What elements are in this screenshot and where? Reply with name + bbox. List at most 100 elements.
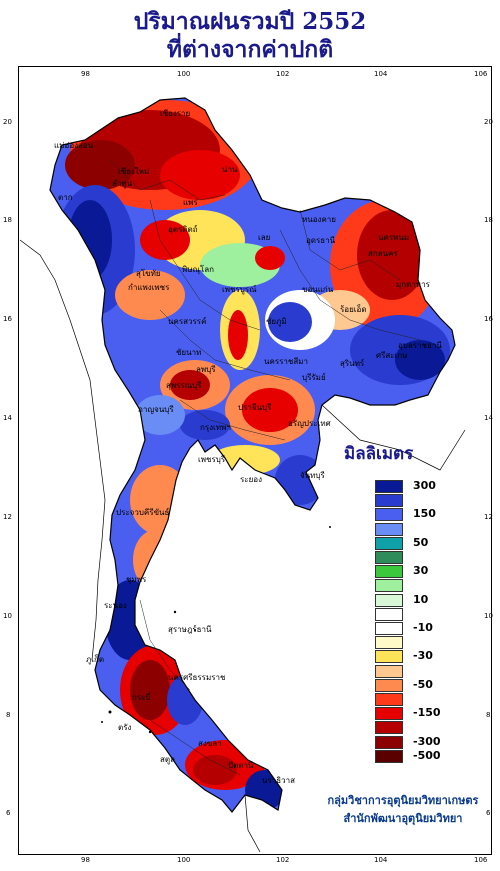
place-label: นครสวรรค์ — [168, 316, 206, 326]
place-label: ปัตตานี — [228, 761, 254, 770]
place-label: สุรินทร์ — [340, 358, 365, 368]
legend-swatch — [375, 749, 403, 763]
place-label: อุดรธานี — [306, 236, 336, 245]
lat-tick-14-left: 14 — [3, 414, 12, 422]
legend-swatch — [375, 551, 403, 564]
place-label: นราธิวาส — [262, 776, 295, 785]
lat-tick-12-right: 12 — [484, 513, 493, 521]
lon-tick-98-top: 98 — [81, 70, 90, 78]
lon-tick-106-bottom: 106 — [474, 856, 488, 864]
place-label: ขอนแก่น — [302, 285, 334, 294]
legend-swatch — [375, 650, 403, 664]
place-label: นครศรีธรรมราช — [168, 673, 226, 682]
lon-tick-100-top: 100 — [177, 70, 191, 78]
legend-label: 10 — [413, 592, 429, 606]
place-label: อุตรดิตถ์ — [168, 224, 198, 234]
legend-swatch — [375, 693, 403, 706]
legend-swatch — [375, 607, 403, 621]
credit-line-1: กลุ่มวิชาการอุตุนิยมวิทยาเกษตร — [327, 794, 479, 807]
place-label: ประจวบคีรีขันธ์ — [116, 507, 170, 517]
place-label: บุรีรัมย์ — [302, 372, 326, 382]
cambodia-outline — [321, 404, 466, 471]
place-label: สุพรรณบุรี — [166, 381, 202, 390]
legend-label: 50 — [413, 535, 429, 549]
lon-tick-104-bottom: 104 — [374, 856, 388, 864]
legend-swatch — [375, 593, 403, 607]
lat-tick-8-right: 8 — [486, 711, 491, 719]
lat-tick-8-left: 8 — [6, 711, 11, 719]
place-label: ชุมพร — [126, 575, 147, 584]
map-title: ปริมาณฝนรวมปี 2552 ที่ต่างจากค่าปกติ — [0, 8, 500, 64]
place-label: ภูเก็ต — [86, 654, 104, 665]
place-label: สุโขทัย — [136, 268, 161, 278]
place-label: กรุงเทพฯ — [200, 423, 231, 432]
credit: กลุ่มวิชาการอุตุนิยมวิทยาเกษตร สำนักพัฒน… — [318, 792, 488, 828]
place-label: เลย — [258, 233, 270, 242]
lon-tick-98-bottom: 98 — [81, 856, 90, 864]
legend-label: -150 — [413, 706, 441, 720]
legend-swatch — [375, 735, 403, 749]
place-label: จันทบุรี — [300, 471, 326, 480]
legend-title: มิลลิเมตร — [344, 444, 414, 464]
legend-swatch — [375, 579, 403, 593]
place-label: กระบี่ — [132, 691, 151, 702]
malaysia-border — [244, 794, 261, 853]
thailand-border — [49, 97, 456, 813]
lat-tick-6-left: 6 — [6, 809, 11, 817]
lon-tick-100-bottom: 100 — [177, 856, 191, 864]
lat-tick-20-left: 20 — [3, 118, 12, 126]
lat-tick-16-left: 16 — [3, 315, 12, 323]
lat-tick-12-left: 12 — [3, 513, 12, 521]
place-label: ร้อยเอ็ด — [340, 304, 367, 314]
place-label: เชียงใหม่ — [118, 167, 149, 176]
place-label: เพชรบุรี — [198, 455, 226, 464]
place-label: สงขลา — [198, 739, 222, 748]
legend-swatch — [375, 522, 403, 536]
place-label: นครพนม — [378, 233, 409, 242]
place-label: ลำพูน — [112, 179, 133, 189]
legend-swatch — [375, 707, 403, 721]
place-label: แพร่ — [183, 198, 198, 207]
legend-label: -10 — [413, 621, 433, 634]
legend-label: 30 — [413, 564, 429, 578]
map-frame — [18, 66, 492, 855]
lat-tick-16-right: 16 — [484, 315, 493, 323]
title-line-1: ปริมาณฝนรวมปี 2552 — [133, 8, 367, 35]
place-label: ศรีสะเกษ — [376, 351, 407, 360]
myanmar-coast — [19, 239, 106, 661]
place-label: ปราจีนบุรี — [238, 403, 272, 412]
place-label: สกลนคร — [368, 249, 398, 258]
lon-tick-102-top: 102 — [276, 70, 290, 78]
legend-label: -500 — [413, 748, 441, 762]
lon-tick-106-top: 106 — [474, 70, 488, 78]
title-line-2: ที่ต่างจากค่าปกติ — [166, 36, 334, 63]
place-label: แม่ฮ่องสอน — [54, 141, 94, 150]
legend-swatch — [375, 678, 403, 692]
place-label: ชัยภูมิ — [266, 317, 287, 327]
legend-swatch — [375, 480, 403, 493]
place-labels: เชียงราย แม่ฮ่องสอน เชียงใหม่ ลำพูน น่าน… — [54, 109, 442, 785]
place-label: มุกดาหาร — [396, 280, 431, 289]
lat-tick-6-right: 6 — [486, 809, 491, 817]
place-label: สุราษฎร์ธานี — [168, 624, 212, 634]
place-label: พิษณุโลก — [182, 264, 214, 274]
legend-label: 300 — [413, 479, 436, 492]
credit-line-2: สำนักพัฒนาอุตุนิยมวิทยา — [343, 812, 463, 825]
legend-swatch — [375, 721, 403, 735]
place-label: น่าน — [222, 165, 238, 174]
place-label: หนองคาย — [302, 215, 336, 224]
legend-label: -30 — [413, 649, 433, 663]
lat-tick-20-right: 20 — [484, 118, 493, 126]
place-label: นครราชสีมา — [264, 357, 308, 366]
legend-label: 150 — [413, 507, 436, 521]
lat-tick-10-left: 10 — [3, 612, 12, 620]
legend-swatch — [375, 494, 403, 508]
place-label: สตูล — [160, 755, 175, 765]
place-label: กาญจนบุรี — [138, 405, 174, 414]
legend-swatch — [375, 622, 403, 635]
legend-swatch — [375, 636, 403, 650]
legend-swatch — [375, 664, 403, 678]
lat-tick-18-left: 18 — [3, 216, 12, 224]
place-label: ตรัง — [118, 723, 131, 732]
lat-tick-14-right: 14 — [484, 414, 493, 422]
